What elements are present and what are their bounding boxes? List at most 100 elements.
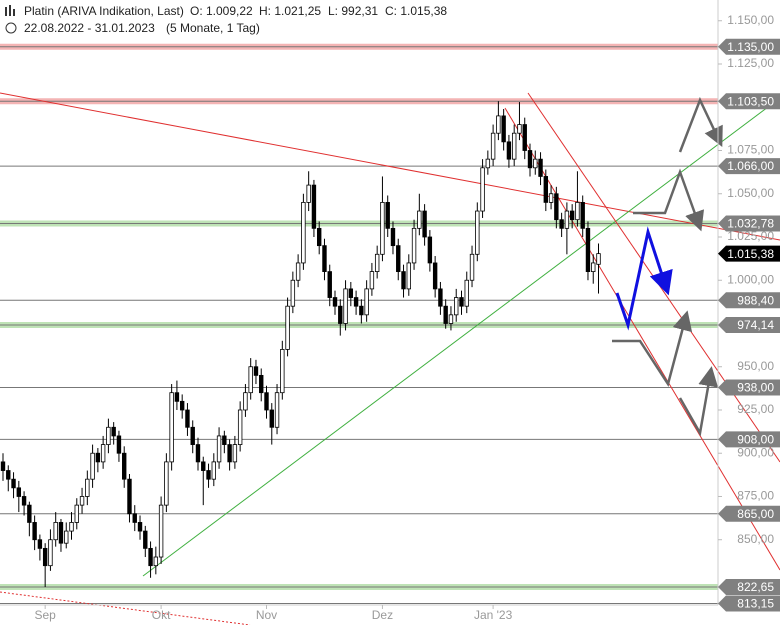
candle-body [522,124,527,151]
candle-body [390,227,396,247]
arrow [678,96,723,153]
candle-body [164,461,169,506]
candle-body [201,461,206,471]
candle-body [174,392,180,402]
x-tick-label: Dez [372,608,393,622]
candle-body [417,210,422,229]
candle-body [533,158,538,169]
candle-body [185,409,190,428]
candle-body [58,522,64,544]
ohlc: O: 1.009,22 [190,4,253,18]
levels [0,43,718,604]
candle-body [564,210,570,229]
candle-body [427,236,433,264]
candle-body [396,245,401,272]
candle-body [37,539,43,549]
candle-body [232,444,238,463]
period: (5 Monate, 1 Tag) [166,21,260,35]
candle-body [322,245,327,272]
candle-body [153,556,159,567]
candle-body [485,158,491,169]
candle-body [295,262,301,281]
level-label: 1.032,78 [727,217,774,231]
candle-body [454,297,459,316]
candle-body [27,504,32,523]
candle-body [253,366,259,376]
candle-body [195,444,201,463]
candle-body [100,444,106,463]
y-tick-label: 925,00 [737,402,774,416]
candle-body [216,435,222,463]
candle-body [285,305,290,350]
candle-body [343,288,348,324]
candle-body [501,115,506,143]
level-label: 1.135,00 [727,40,774,54]
candle-body [106,426,111,445]
candle-body [591,262,596,272]
candle-body [259,374,264,394]
candle-body [42,547,48,567]
candle-body [227,444,232,463]
arrow [615,226,673,331]
y-tick-label: 850,00 [737,532,774,546]
candle-body [179,400,185,411]
icon [13,9,15,16]
y-tick-label: 1.075,00 [727,143,774,157]
x-tick-label: Nov [256,608,277,622]
y-tick-label: 950,00 [737,359,774,373]
candle-body [95,452,101,463]
candle-body [316,227,322,247]
candle-body [122,452,127,480]
candle-body [538,158,543,177]
candle-body [469,253,475,281]
candle-body [90,452,95,480]
subtitle: 22.08.2022 - 31.01.2023 [24,21,155,35]
candle-body [506,141,512,160]
drawings [0,92,780,625]
candle-body [575,201,580,221]
candle-body [237,409,243,445]
candle-body [127,478,132,515]
candle-body [290,279,296,307]
candle-body [475,210,480,255]
candle-body [338,305,343,324]
candle-body [85,478,90,497]
icon [5,7,7,16]
level-tag [718,158,780,175]
candle-body [21,496,27,506]
last-price-label: 1.015,38 [727,247,774,261]
candle-body [132,513,137,523]
trend-line [142,97,780,577]
candle-body [16,487,22,497]
level-tag [718,595,780,612]
y-tick-label: 1.150,00 [727,13,774,27]
x-tick-label: Okt [152,608,171,622]
candle-body [385,201,390,229]
candle-body [374,253,380,272]
candle-body [306,184,311,203]
level-tag [718,579,780,596]
candle-body [443,305,448,324]
candle-body [517,124,522,134]
candle-body [280,349,285,394]
arrow [678,366,719,437]
y-tick-label: 1.125,00 [727,56,774,70]
candle-body [311,184,317,229]
candle-body [369,271,375,290]
level-tag [718,38,780,55]
icon [9,5,11,16]
candle-body [559,219,564,229]
candle-body [6,470,11,480]
candle-body [511,132,517,160]
candle-body [422,210,427,238]
candle-body [222,435,227,445]
candle-body [116,435,122,454]
level-label: 1.103,50 [727,94,774,108]
ohlc: C: 1.015,38 [385,4,447,18]
candle-body [148,547,153,567]
candle-body [490,132,496,160]
candle-body [11,478,16,489]
candle-body [74,504,79,523]
candle-body [301,201,306,264]
